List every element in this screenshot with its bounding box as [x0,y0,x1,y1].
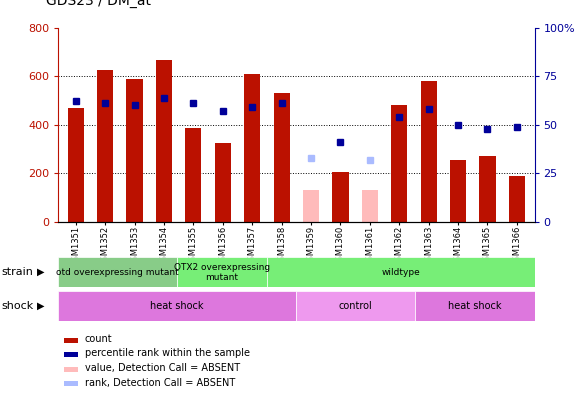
Bar [332,172,349,222]
Text: percentile rank within the sample: percentile rank within the sample [85,348,250,358]
Bar [156,61,172,222]
Text: count: count [85,334,113,344]
Text: shock: shock [2,301,34,311]
Bar [296,291,415,321]
Bar [244,74,260,222]
Text: otd overexpressing mutant: otd overexpressing mutant [56,268,179,277]
Text: heat shock: heat shock [150,301,204,311]
Bar [303,190,319,222]
Bar [450,160,466,222]
Text: ▶: ▶ [37,301,44,311]
Bar [127,79,143,222]
Text: rank, Detection Call = ABSENT: rank, Detection Call = ABSENT [85,377,235,388]
Text: OTX2 overexpressing
mutant: OTX2 overexpressing mutant [174,263,270,282]
Text: value, Detection Call = ABSENT: value, Detection Call = ABSENT [85,363,240,373]
Bar [362,190,378,222]
Bar [64,352,78,357]
Bar [415,291,535,321]
Text: ▶: ▶ [37,267,44,277]
Bar [64,381,78,386]
Bar [421,81,437,222]
Bar [58,257,177,287]
Bar [274,93,290,222]
Bar [64,337,78,343]
Bar [479,156,496,222]
Bar [267,257,535,287]
Text: GDS23 / DM_at: GDS23 / DM_at [46,0,152,8]
Bar [391,105,407,222]
Bar [97,70,113,222]
Bar [58,291,296,321]
Text: control: control [339,301,373,311]
Bar [215,143,231,222]
Bar [67,108,84,222]
Text: strain: strain [2,267,34,277]
Text: wildtype: wildtype [381,268,420,277]
Bar [64,367,78,372]
Bar [177,257,267,287]
Bar [185,128,202,222]
Text: heat shock: heat shock [448,301,502,311]
Bar [509,176,525,222]
